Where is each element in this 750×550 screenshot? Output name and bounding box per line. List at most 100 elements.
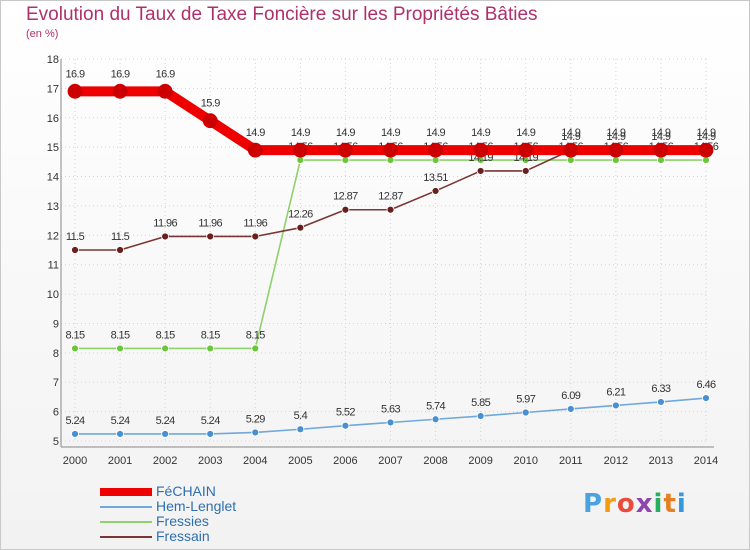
data-label: 8.15 [246, 329, 265, 341]
data-label: 5.52 [336, 407, 355, 419]
data-label: 13.51 [423, 172, 448, 184]
x-tick-label: 2010 [513, 455, 537, 467]
data-point [386, 205, 395, 214]
data-point [157, 83, 173, 99]
x-tick-label: 2006 [333, 455, 357, 467]
data-point [206, 430, 215, 438]
x-tick-label: 2005 [288, 455, 312, 467]
data-point [112, 83, 128, 99]
logo-letter: r [603, 489, 617, 519]
data-label: 11.96 [153, 217, 177, 229]
data-label: 6.33 [651, 383, 670, 395]
data-label: 14.9 [426, 127, 445, 139]
data-label: 5.97 [516, 393, 535, 405]
data-point [473, 142, 489, 158]
y-tick-label: 8 [53, 348, 59, 360]
data-point [476, 167, 485, 175]
logo-letter: o [616, 489, 636, 519]
data-point [608, 142, 624, 158]
data-label: 5.24 [65, 415, 84, 427]
data-label: 14.9 [696, 127, 715, 139]
data-point [338, 142, 353, 158]
data-label: 14.9 [381, 127, 400, 139]
legend-swatch-fechain [100, 487, 152, 496]
chart-title: Evolution du Taux de Taxe Foncière sur l… [26, 4, 538, 25]
data-label: 12.87 [333, 191, 358, 203]
data-label: 14.9 [651, 131, 670, 143]
data-point [71, 344, 79, 353]
legend-label-fechain: FéCHAIN [156, 483, 216, 499]
y-tick-label: 12 [47, 230, 59, 242]
data-point [563, 142, 579, 158]
data-point [202, 113, 218, 129]
y-tick-label: 18 [47, 54, 59, 66]
data-label: 5.29 [246, 413, 265, 425]
data-label: 16.9 [111, 68, 130, 80]
y-tick-label: 17 [47, 83, 59, 95]
series-line [74, 159, 707, 350]
data-point [383, 142, 398, 158]
data-point [116, 430, 124, 438]
legend-item-fressain: Fressain [100, 529, 236, 544]
data-label: 14.9 [471, 127, 490, 139]
y-tick-label: 5 [53, 436, 59, 448]
data-point [206, 344, 215, 353]
data-point [521, 167, 530, 175]
data-point [251, 344, 260, 353]
data-point [702, 394, 710, 402]
data-label: 8.15 [201, 329, 220, 341]
logo-letter: P [583, 489, 604, 519]
legend-swatch-hem-lenglet [100, 505, 152, 508]
data-label: 14.9 [246, 127, 265, 139]
data-point [431, 187, 440, 195]
data-label: 14.9 [606, 127, 625, 139]
data-point [386, 418, 395, 427]
y-tick-label: 14 [47, 172, 59, 184]
y-tick-label: 16 [47, 113, 59, 125]
x-tick-label: 2004 [243, 455, 267, 467]
data-label: 6.46 [696, 379, 715, 391]
chart-subtitle: (en %) [26, 28, 59, 40]
legend-label-hem-lenglet: Hem-Lenglet [156, 498, 237, 514]
logo-letter: x [635, 489, 654, 519]
data-label: 8.15 [156, 329, 175, 341]
y-tick-label: 10 [47, 289, 59, 301]
data-label: 5.24 [201, 415, 220, 427]
x-tick-label: 2012 [604, 455, 628, 467]
data-point [116, 246, 124, 254]
data-label: 14.9 [291, 127, 310, 139]
data-label: 5.4 [294, 410, 308, 422]
data-label: 5.85 [471, 397, 490, 409]
y-tick-label: 7 [53, 377, 59, 389]
data-label: 8.15 [65, 329, 84, 341]
x-tick-label: 2014 [694, 455, 718, 467]
legend-label-fressies: Fressies [156, 513, 209, 529]
x-tick-label: 2009 [468, 455, 492, 467]
legend: FéCHAIN Hem-Lenglet Fressies Fressain [100, 484, 236, 544]
logo-letter: i [653, 489, 664, 519]
x-tick-label: 2000 [63, 455, 87, 467]
data-label: 14.9 [336, 127, 355, 139]
x-tick-label: 2002 [153, 455, 177, 467]
x-tick-label: 2008 [423, 455, 447, 467]
data-label: 14.9 [516, 127, 535, 139]
data-point [341, 205, 350, 214]
data-point [611, 401, 620, 410]
data-point [251, 232, 260, 241]
data-point [341, 156, 350, 164]
legend-swatch-fressain [100, 535, 152, 538]
data-point [698, 142, 714, 158]
data-point [296, 425, 305, 434]
data-point [428, 142, 443, 158]
data-label: 15.9 [201, 98, 220, 110]
y-tick-label: 13 [47, 201, 59, 213]
data-label: 5.63 [381, 403, 400, 415]
data-label: 14.9 [561, 131, 580, 143]
data-point [653, 142, 669, 158]
logo-letter: t [663, 489, 677, 519]
data-label: 5.74 [426, 400, 445, 412]
data-point [161, 344, 170, 353]
y-tick-label: 15 [47, 142, 59, 154]
data-point [206, 232, 215, 241]
